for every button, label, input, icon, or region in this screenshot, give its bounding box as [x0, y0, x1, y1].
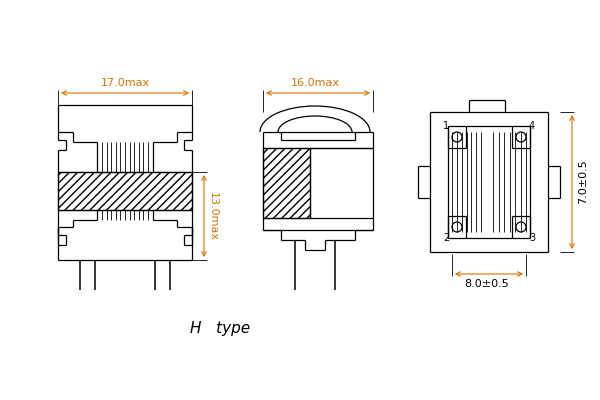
- Text: 16.0max: 16.0max: [290, 78, 340, 88]
- Text: 2: 2: [443, 233, 449, 243]
- Text: 4: 4: [529, 121, 535, 131]
- Text: 13.0max: 13.0max: [208, 192, 218, 240]
- Bar: [58, 172, 192, 210]
- Text: 3: 3: [529, 233, 535, 243]
- Text: 1: 1: [443, 121, 449, 131]
- Text: 17.0max: 17.0max: [100, 78, 149, 88]
- Text: H   type: H type: [190, 320, 250, 336]
- Bar: [263, 148, 310, 218]
- Text: 7.0±0.5: 7.0±0.5: [578, 160, 588, 204]
- Text: 8.0±0.5: 8.0±0.5: [464, 279, 509, 289]
